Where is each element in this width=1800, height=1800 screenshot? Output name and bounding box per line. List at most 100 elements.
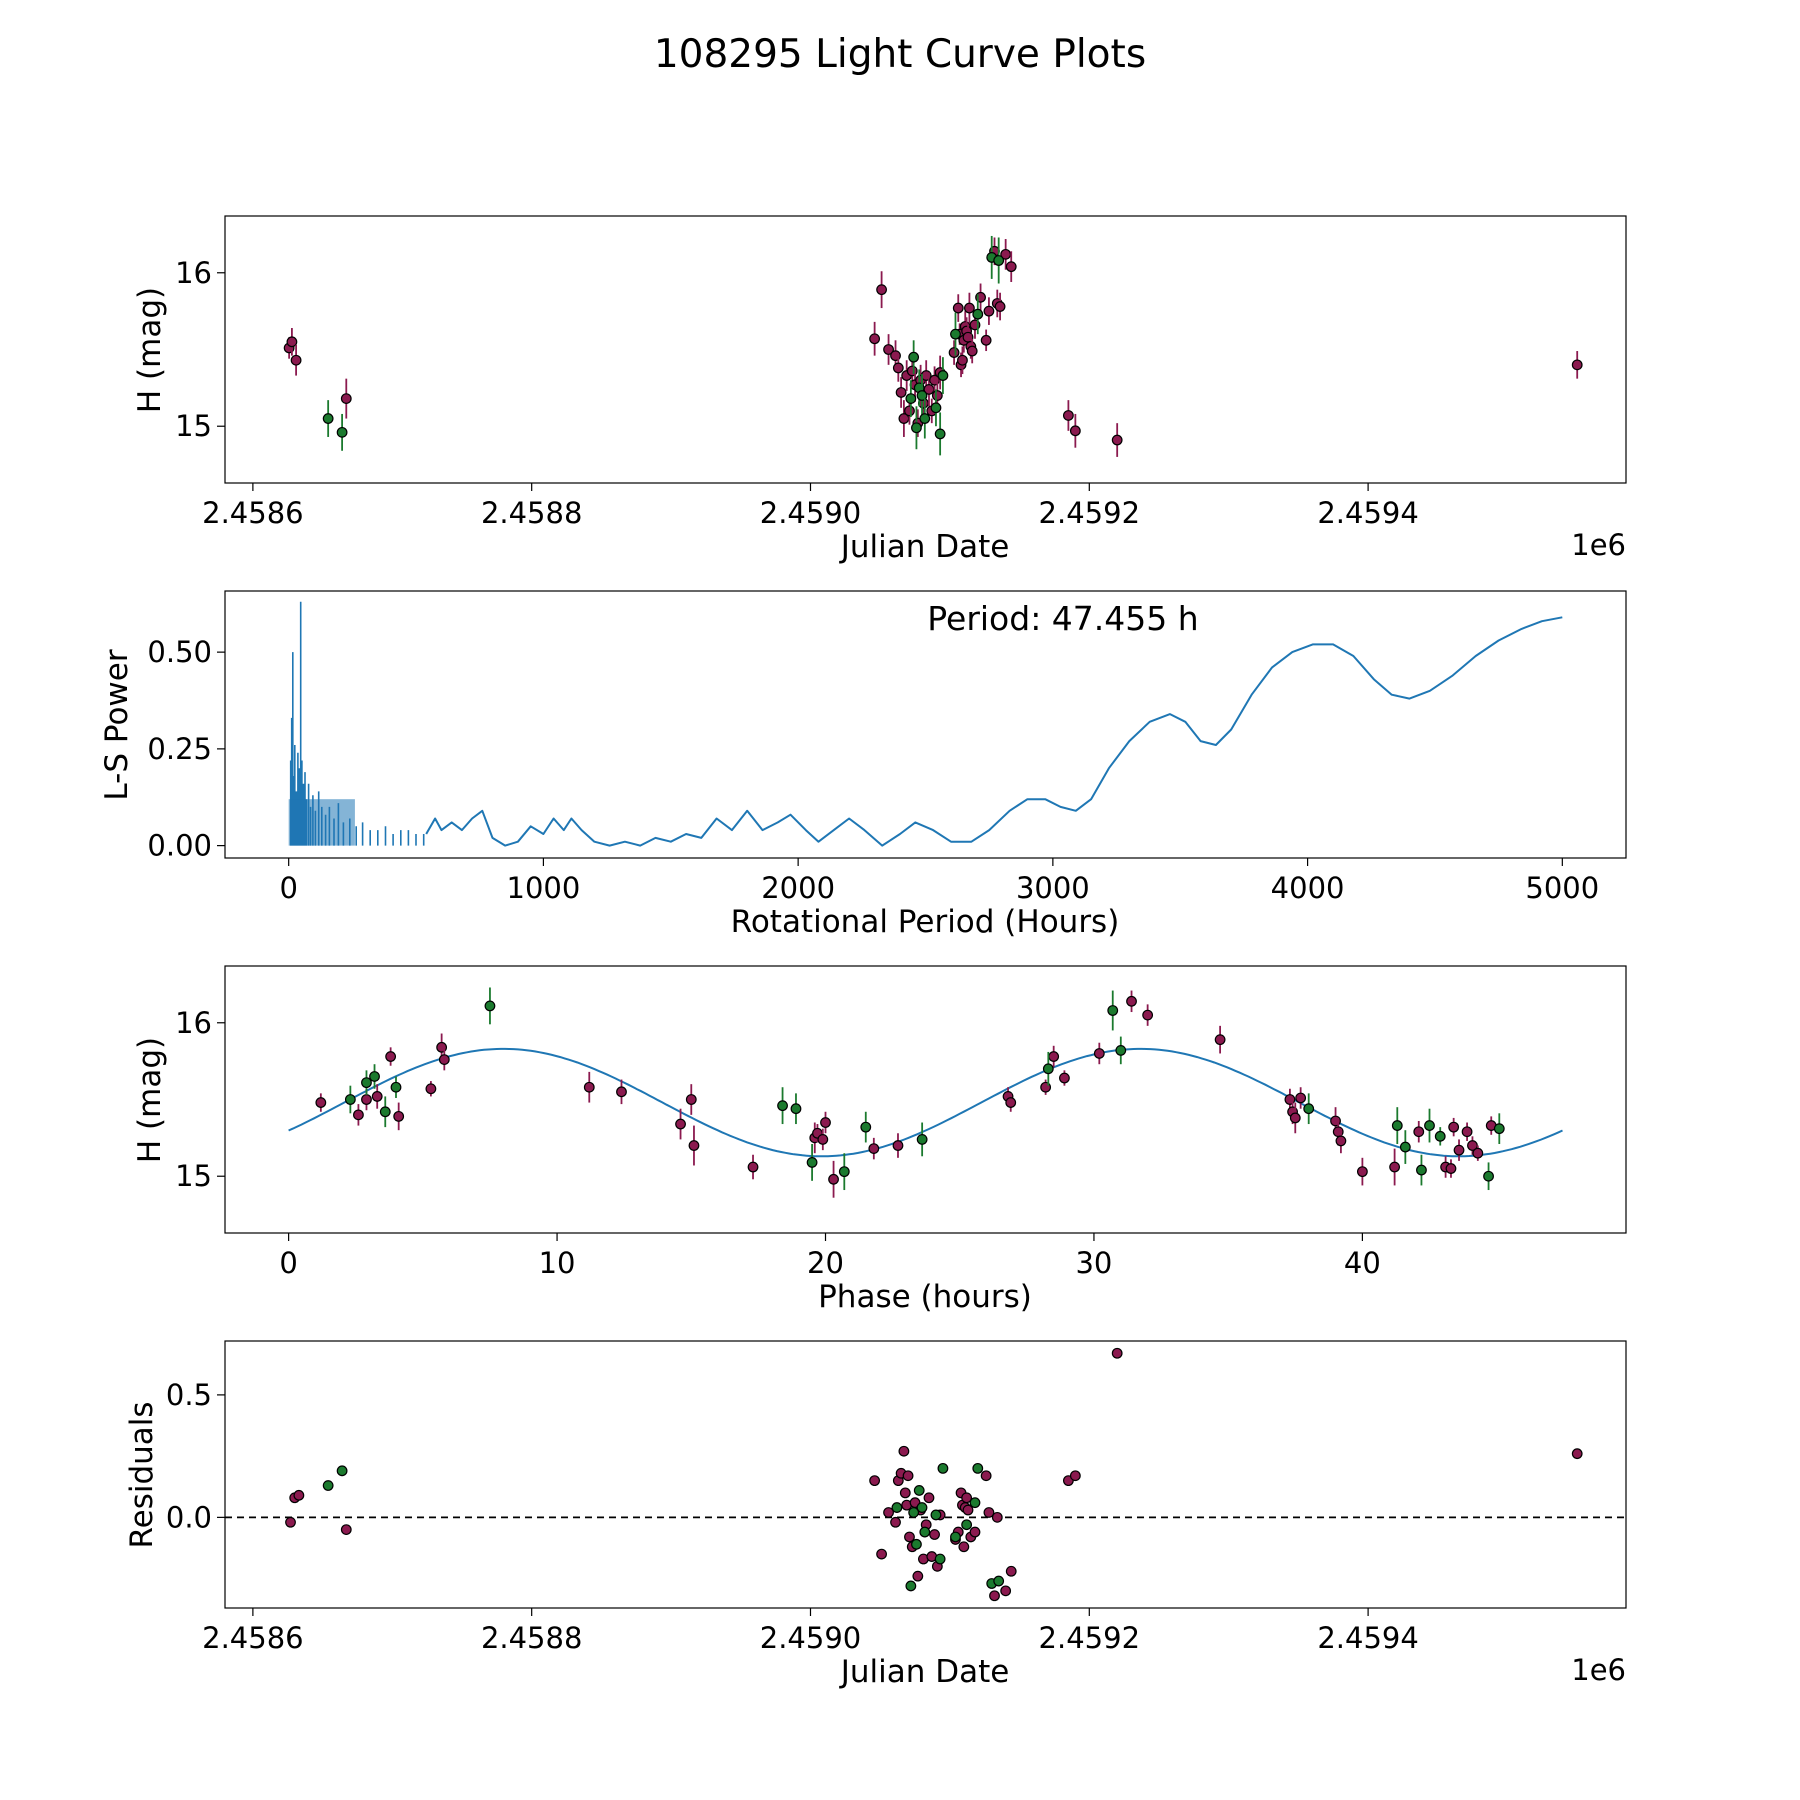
phased-point-maroon xyxy=(1472,1147,1484,1159)
lightcurve-point-maroon xyxy=(1069,425,1081,437)
lightcurve-point-maroon xyxy=(994,301,1006,312)
phased-xtick-label: 10 xyxy=(539,1246,576,1280)
phased-point-green xyxy=(1115,1044,1127,1056)
residuals-point-maroon xyxy=(340,1524,352,1536)
residuals-point-green xyxy=(911,1538,922,1550)
lightcurve-point-green xyxy=(972,308,984,320)
periodogram-xtick-label: 0 xyxy=(279,871,297,905)
lightcurve-ytick-label: 15 xyxy=(175,409,212,443)
residuals-x-offset: 1e6 xyxy=(1571,1653,1626,1687)
phased-point-maroon xyxy=(361,1094,372,1105)
residuals-ylabel: Residuals xyxy=(124,1401,160,1548)
phased-point-maroon xyxy=(1413,1126,1425,1138)
residuals-point-maroon xyxy=(929,1529,940,1540)
lightcurve-point-green xyxy=(930,402,942,414)
panel-lightcurve: 2.4586 2.4588 2.4590 2.4592 2.4594 15 16 Julia… xyxy=(132,215,1627,565)
phased-point-maroon xyxy=(1295,1092,1307,1104)
lightcurve-point-maroon xyxy=(931,390,943,401)
residuals-point-maroon xyxy=(876,1548,887,1560)
period-annotation: Period: 47.455 h xyxy=(927,599,1198,638)
phased-plot-area: 0 10 20 30 40 15 16 xyxy=(175,987,1563,1280)
phased-point-green xyxy=(1107,1005,1119,1016)
residuals-xtick-label: 2.4592 xyxy=(1039,1621,1140,1655)
phased-point-maroon xyxy=(868,1143,880,1155)
residuals-ytick-label: 0.5 xyxy=(166,1378,212,1412)
phased-point-green xyxy=(379,1106,391,1118)
phased-ytick-label: 16 xyxy=(175,1006,212,1040)
residuals-point-green xyxy=(993,1575,1005,1587)
lightcurve-point-green xyxy=(336,426,348,438)
residuals-point-green xyxy=(934,1553,946,1565)
residuals-point-green xyxy=(969,1497,981,1509)
phased-ylabel: H (mag) xyxy=(132,1037,168,1163)
residuals-point-green xyxy=(891,1502,903,1513)
lightcurve-xtick-label: 2.4594 xyxy=(1317,496,1418,530)
lightcurve-point-maroon xyxy=(952,302,964,314)
residuals-point-green xyxy=(930,1509,942,1521)
residuals-point-green xyxy=(908,1507,920,1518)
phased-point-green xyxy=(1416,1164,1427,1176)
lightcurve-point-green xyxy=(934,428,946,440)
residuals-point-maroon xyxy=(890,1516,901,1528)
residuals-point-maroon xyxy=(293,1489,305,1501)
periodogram-power-curve xyxy=(425,616,1563,847)
residuals-point-maroon xyxy=(989,1590,1000,1602)
periodogram-plot-area: 0 1000 2000 3000 4000 5000 0.00 0.25 0.50 xyxy=(147,601,1599,905)
lightcurve-point-green xyxy=(905,393,917,405)
lightcurve-point-maroon xyxy=(983,305,995,317)
residuals-point-maroon xyxy=(983,1507,995,1518)
lightcurve-point-maroon xyxy=(883,344,894,355)
phased-point-maroon xyxy=(1289,1112,1301,1124)
lightcurve-point-green xyxy=(919,413,931,424)
phased-point-maroon xyxy=(583,1081,595,1093)
phased-point-green xyxy=(1042,1063,1054,1075)
residuals-plot-area: 2.4586 2.4588 2.4590 2.4592 2.4594 0.0 0.5 xyxy=(166,1347,1626,1655)
lightcurve-point-maroon xyxy=(290,354,302,366)
lightcurve-point-green xyxy=(911,422,922,434)
residuals-point-maroon xyxy=(1005,1565,1017,1577)
phased-point-green xyxy=(790,1103,802,1115)
phased-xtick-label: 20 xyxy=(807,1246,844,1280)
phased-xtick-label: 0 xyxy=(279,1246,297,1280)
phased-point-green xyxy=(1493,1123,1505,1135)
lightcurve-point-green xyxy=(916,390,928,401)
lightcurve-point-maroon xyxy=(340,393,352,405)
residuals-point-maroon xyxy=(969,1526,981,1538)
phased-point-maroon xyxy=(817,1133,829,1145)
phased-point-green xyxy=(838,1166,850,1178)
phased-point-maroon xyxy=(1005,1097,1017,1108)
phased-point-green xyxy=(344,1094,356,1105)
residuals-point-maroon xyxy=(883,1507,894,1518)
phased-axes-frame xyxy=(224,965,1627,1234)
residuals-point-green xyxy=(972,1462,984,1474)
periodogram-xtick-label: 3000 xyxy=(1016,871,1090,905)
phased-point-maroon xyxy=(747,1161,759,1173)
panel-phased: 0 10 20 30 40 15 16 Phase (hours) H (mag) xyxy=(132,965,1627,1315)
periodogram-axes-frame xyxy=(224,590,1627,859)
phased-point-maroon xyxy=(438,1054,450,1066)
residuals-xtick-label: 2.4590 xyxy=(760,1621,861,1655)
lightcurve-axes-frame xyxy=(224,215,1627,484)
phased-point-green xyxy=(361,1077,372,1089)
residuals-point-green xyxy=(905,1580,917,1592)
phased-point-maroon xyxy=(892,1140,904,1151)
lightcurve-xlabel: Julian Date xyxy=(839,529,1010,565)
panel-periodogram: 0 1000 2000 3000 4000 5000 0.00 0.25 0.50 Period… xyxy=(99,590,1627,940)
phased-point-maroon xyxy=(1059,1072,1070,1084)
residuals-point-green xyxy=(916,1502,928,1513)
lightcurve-point-maroon xyxy=(957,354,968,366)
phased-model-curve xyxy=(288,1047,1563,1158)
phased-point-green xyxy=(916,1133,928,1145)
figure-title: 108295 Light Curve Plots xyxy=(654,32,1146,77)
phased-point-green xyxy=(1391,1120,1403,1131)
phased-point-maroon xyxy=(1142,1009,1154,1021)
lightcurve-point-maroon xyxy=(980,334,992,346)
lightcurve-point-maroon xyxy=(1062,410,1074,421)
periodogram-dense-band xyxy=(288,799,355,846)
lightcurve-point-green xyxy=(950,328,961,340)
residuals-point-maroon xyxy=(1111,1347,1123,1359)
phased-point-maroon xyxy=(828,1173,839,1185)
residuals-point-maroon xyxy=(991,1511,1003,1523)
phased-point-green xyxy=(860,1121,872,1133)
